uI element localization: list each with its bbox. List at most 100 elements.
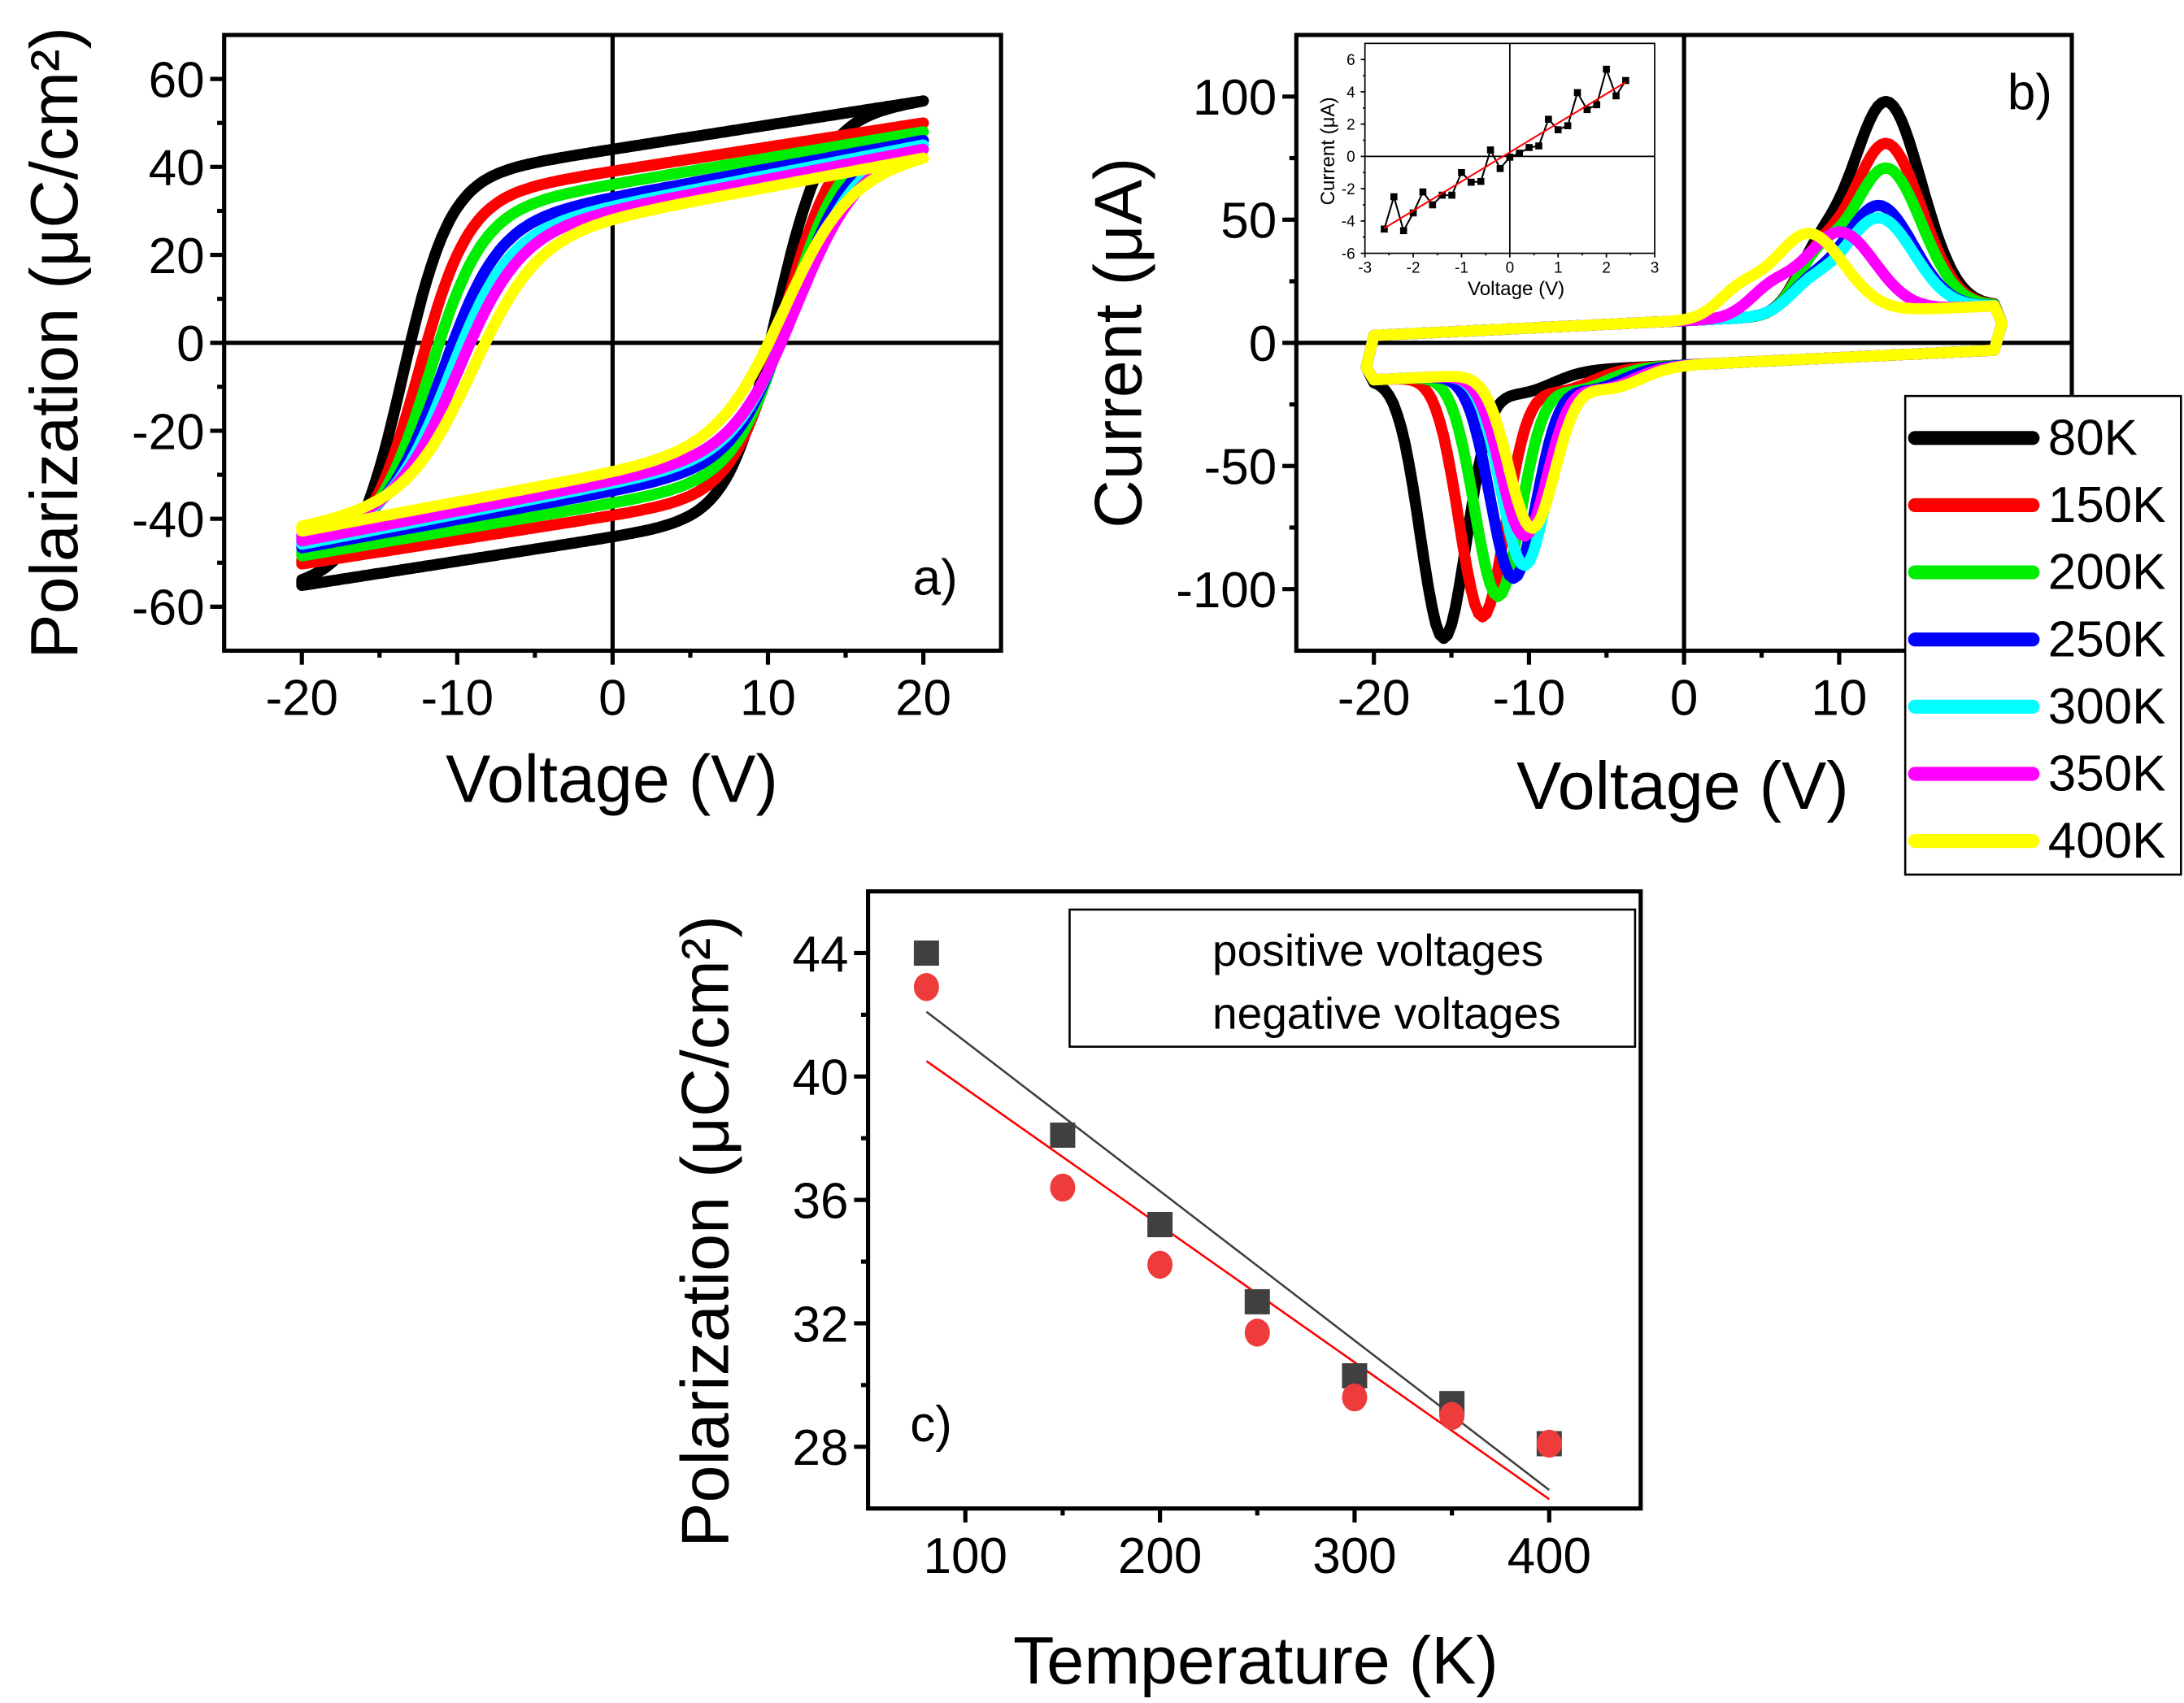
inset-ytick-label: 0 — [1347, 149, 1355, 166]
inset-data-point — [1419, 188, 1427, 196]
inset-data-point — [1399, 227, 1407, 235]
legend-label-200K: 200K — [2048, 545, 2166, 601]
inset-data-point — [1486, 146, 1494, 154]
data-point-negative — [1342, 1383, 1368, 1412]
data-point-negative — [1147, 1250, 1173, 1279]
panel-c-ytick-label: 44 — [793, 927, 849, 983]
panel-c-temperature: 100 200 300 400 28 32 36 40 44 — [793, 888, 1643, 1584]
inset-data-point — [1458, 168, 1465, 176]
panel-a-ylabel: Polarization (μC/cm²) — [16, 27, 92, 658]
loop-350K — [296, 143, 929, 547]
panel-a-ytick-label: -20 — [132, 404, 205, 460]
data-point-negative — [1439, 1401, 1465, 1431]
legend-label-300K: 300K — [2048, 679, 2166, 735]
panel-c-ylabel: Polarization (μC/cm²) — [667, 915, 742, 1547]
panel-b-xtick-label: -10 — [1493, 671, 1566, 727]
inset-data-point — [1477, 177, 1485, 185]
inset-data-point — [1573, 89, 1581, 97]
inset-data-point — [1409, 209, 1417, 217]
inset-xtick-label: 0 — [1506, 260, 1515, 277]
panel-c-xtick-label: 200 — [1118, 1528, 1202, 1584]
fit-line-circle — [925, 1060, 1551, 1501]
inset-data-point — [1583, 106, 1591, 114]
panel-b-xtick-label: -20 — [1338, 671, 1411, 727]
inset-data-point — [1438, 191, 1447, 199]
panel-a-ytick-label: -60 — [132, 580, 205, 636]
legend-positive-voltages: positive voltages — [1212, 925, 1543, 975]
inset-xtick-label: 3 — [1651, 260, 1660, 277]
panel-a-ytick-label: 20 — [149, 228, 205, 285]
inset-fit-line — [1383, 81, 1626, 229]
panel-c-legend-box — [1068, 908, 1637, 1048]
data-point-positive — [1050, 1122, 1076, 1148]
legend-label-150K: 150K — [2048, 477, 2166, 533]
loop-80K — [296, 95, 929, 591]
legend-negative-voltages: negative voltages — [1212, 988, 1561, 1038]
inset-data-point — [1593, 101, 1601, 109]
loop-150K — [296, 117, 929, 570]
inset-ylabel: Current (μA) — [1317, 97, 1339, 205]
legend-label-80K: 80K — [2048, 410, 2138, 466]
panel-a-ytick-label: -40 — [132, 492, 205, 548]
inset-data-point — [1554, 126, 1562, 133]
panel-b-ytick-label: -100 — [1176, 563, 1277, 619]
inset-data-point — [1516, 150, 1524, 157]
panel-b-ylabel: Current (μA) — [1080, 158, 1155, 528]
panel-b-current: -20 -10 0 10-100-5005010080K150K200K250K300… — [1176, 33, 2182, 876]
panel-c-label: c) — [910, 1397, 952, 1453]
panel-b-ytick-label: -50 — [1204, 440, 1277, 496]
data-point-negative — [1536, 1429, 1562, 1458]
legend-label-250K: 250K — [2048, 611, 2166, 667]
data-point-negative — [1244, 1319, 1270, 1347]
inset-data-point — [1535, 142, 1542, 150]
panel-a-ytick-label: 60 — [149, 52, 205, 108]
panel-b-xtick-label: 0 — [1670, 671, 1698, 727]
inset-ytick-label: -2 — [1342, 181, 1355, 198]
panel-c-ytick-label: 32 — [793, 1297, 849, 1353]
data-point-positive — [913, 940, 939, 966]
panel-a-xtick-label: 0 — [598, 671, 626, 727]
data-point-negative — [913, 973, 939, 1001]
panel-c-xtick-label: 300 — [1312, 1528, 1396, 1584]
panel-a-ytick-label: 0 — [176, 316, 204, 372]
inset-xtick-label: -3 — [1358, 260, 1372, 277]
inset-data-point — [1381, 225, 1388, 233]
inset-ytick-label: 6 — [1347, 52, 1355, 69]
loop-400K — [296, 152, 929, 537]
panel-b-ytick-label: 100 — [1193, 70, 1277, 126]
inset-data-point — [1506, 154, 1514, 161]
inset-xtick-label: -2 — [1407, 260, 1420, 277]
panel-a-hysteresis: -20 -10 0 10 20 -60 -40 -20 0 20 40 60 — [132, 33, 1003, 727]
inset-xtick-label: -1 — [1455, 260, 1468, 277]
legend-label-400K: 400K — [2048, 813, 2166, 869]
data-point-positive — [1244, 1288, 1270, 1314]
panel-b-label: b) — [2008, 64, 2052, 120]
inset-data-point — [1448, 191, 1455, 199]
panel-c-ytick-label: 28 — [793, 1420, 849, 1476]
loop-200K — [296, 126, 929, 562]
panel-c-ytick-label: 36 — [793, 1173, 849, 1229]
panel-a-ytick-label: 40 — [149, 141, 205, 197]
panel-a-xtick-label: -10 — [421, 671, 494, 727]
inset-ytick-label: 4 — [1347, 85, 1355, 102]
panel-c-xtick-label: 100 — [924, 1528, 1007, 1584]
panel-c-xlabel: Temperature (K) — [1013, 1623, 1499, 1698]
inset-data-point — [1612, 92, 1620, 100]
panel-b-xtick-label: 10 — [1811, 671, 1867, 727]
legend-label-350K: 350K — [2048, 746, 2166, 802]
panel-a-xtick-label: 10 — [740, 671, 796, 727]
inset-data-point — [1622, 76, 1629, 85]
inset-data-point — [1390, 193, 1398, 201]
inset-xtick-label: 2 — [1602, 260, 1611, 277]
inset-xtick-label: 1 — [1554, 260, 1563, 277]
panel-a-xtick-label: -20 — [265, 671, 338, 727]
current-loop-400K — [1360, 228, 2008, 534]
panel-c-ytick-label: 40 — [793, 1050, 849, 1106]
inset-data-point — [1603, 65, 1610, 73]
inset-data-point — [1564, 122, 1572, 129]
panel-a-label: a) — [913, 550, 958, 606]
data-point-positive — [1147, 1212, 1173, 1237]
inset-data-point — [1545, 115, 1552, 124]
panel-a-xtick-label: 20 — [895, 671, 951, 727]
